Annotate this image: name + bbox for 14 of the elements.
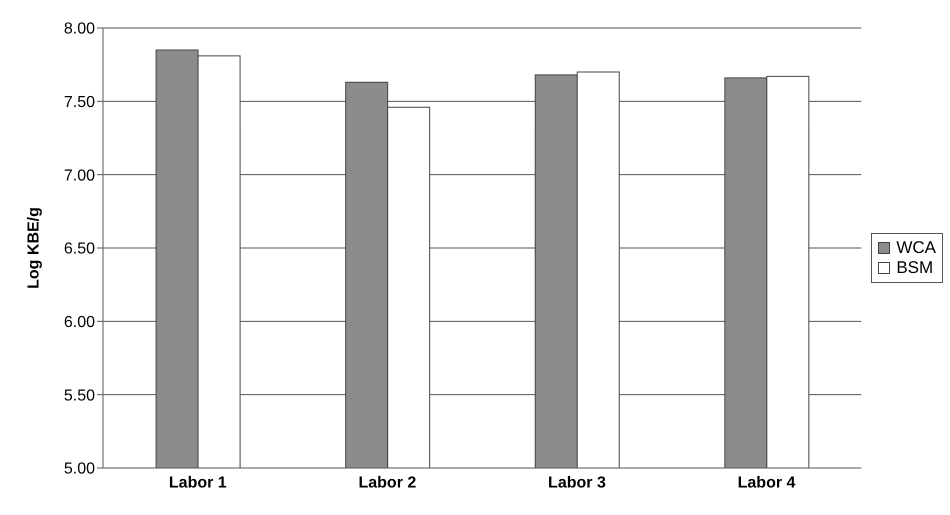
legend-label: WCA (896, 238, 936, 258)
y-tick-label: 6.50 (64, 240, 96, 258)
y-axis-title: Log KBE/g (26, 207, 43, 289)
y-tick-label: 7.50 (64, 94, 96, 112)
y-tick-label: 7.00 (64, 167, 96, 184)
y-tick-label: 8.00 (64, 20, 96, 38)
x-tick-label: Labor 3 (548, 474, 606, 492)
x-tick-label: Labor 1 (168, 474, 227, 492)
y-tick-label: 5.00 (64, 460, 96, 478)
y-tick-label: 6.00 (64, 314, 96, 332)
x-tick-label: Labor 2 (358, 474, 416, 492)
x-tick-label: Labor 4 (738, 474, 796, 492)
legend-label: BSM (896, 258, 934, 278)
y-tick-label: 5.50 (64, 387, 96, 404)
